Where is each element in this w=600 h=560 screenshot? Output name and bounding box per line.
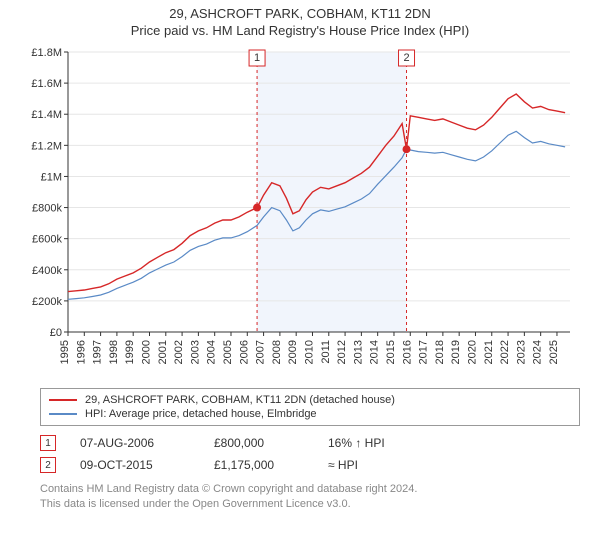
x-tick-label: 1996 [75, 340, 87, 364]
x-tick-label: 2007 [255, 340, 267, 364]
x-tick-label: 2009 [287, 340, 299, 364]
y-tick-label: £600k [32, 234, 62, 246]
x-tick-label: 2005 [222, 340, 234, 364]
sale-index-box: 1 [40, 435, 56, 451]
x-tick-label: 2022 [499, 340, 511, 364]
sale-marker-dot [403, 145, 411, 153]
x-tick-label: 2012 [336, 340, 348, 364]
y-tick-label: £400k [32, 265, 62, 277]
x-tick-label: 1999 [124, 340, 136, 364]
sale-delta: ≈ HPI [328, 458, 428, 472]
attribution-line: This data is licensed under the Open Gov… [40, 497, 580, 512]
sale-delta: 16% ↑ HPI [328, 436, 428, 450]
y-tick-label: £1.6M [31, 78, 62, 90]
x-tick-label: 2015 [385, 340, 397, 364]
x-tick-label: 1995 [59, 340, 71, 364]
y-tick-label: £1M [41, 171, 62, 183]
sale-index-box: 2 [40, 457, 56, 473]
sale-price: £1,175,000 [214, 458, 304, 472]
legend-label: HPI: Average price, detached house, Elmb… [85, 408, 317, 420]
x-tick-label: 2020 [466, 340, 478, 364]
x-tick-label: 2000 [140, 340, 152, 364]
x-tick-label: 2010 [303, 340, 315, 364]
sales-row: 2 09-OCT-2015 £1,175,000 ≈ HPI [40, 454, 580, 476]
x-tick-label: 2011 [320, 340, 332, 364]
sale-date: 07-AUG-2006 [80, 436, 190, 450]
y-tick-label: £200k [32, 296, 62, 308]
y-tick-label: £1.2M [31, 140, 62, 152]
sale-period-shade [257, 52, 406, 332]
x-tick-label: 2004 [206, 340, 218, 364]
x-tick-label: 2002 [173, 340, 185, 364]
x-tick-label: 2019 [450, 340, 462, 364]
legend-label: 29, ASHCROFT PARK, COBHAM, KT11 2DN (det… [85, 394, 395, 406]
y-tick-label: £1.8M [31, 47, 62, 59]
x-tick-label: 2018 [434, 340, 446, 364]
price-chart: £0 £200k £400k £600k £800k £1M £1.2M £1.4M £1.6M… [20, 42, 580, 382]
x-tick-label: 2003 [189, 340, 201, 364]
x-tick-label: 2016 [401, 340, 413, 364]
sales-table: 1 07-AUG-2006 £800,000 16% ↑ HPI 2 09-OCT-201… [40, 432, 580, 476]
legend-item: HPI: Average price, detached house, Elmb… [49, 407, 571, 421]
x-tick-label: 2023 [515, 340, 527, 364]
x-tick-label: 2025 [548, 340, 560, 364]
sale-marker-dot [253, 204, 261, 212]
sale-marker-number: 1 [254, 52, 260, 64]
page-title: 29, ASHCROFT PARK, COBHAM, KT11 2DN [0, 6, 600, 21]
sales-row: 1 07-AUG-2006 £800,000 16% ↑ HPI [40, 432, 580, 454]
legend-swatch [49, 413, 77, 415]
sale-date: 09-OCT-2015 [80, 458, 190, 472]
x-tick-label: 2006 [238, 340, 250, 364]
sale-marker-number: 2 [403, 52, 409, 64]
y-tick-label: £800k [32, 203, 62, 215]
legend-item: 29, ASHCROFT PARK, COBHAM, KT11 2DN (det… [49, 393, 571, 407]
attribution-line: Contains HM Land Registry data © Crown c… [40, 482, 580, 497]
y-tick-label: £0 [50, 327, 62, 339]
x-tick-label: 1997 [92, 340, 104, 364]
x-tick-label: 2008 [271, 340, 283, 364]
x-tick-label: 2021 [483, 340, 495, 364]
y-tick-label: £1.4M [31, 109, 62, 121]
x-tick-label: 2014 [369, 340, 381, 364]
x-tick-label: 2017 [418, 340, 430, 364]
x-tick-label: 2013 [352, 340, 364, 364]
x-tick-label: 1998 [108, 340, 120, 364]
x-tick-label: 2024 [532, 340, 544, 364]
legend-swatch [49, 399, 77, 401]
sale-price: £800,000 [214, 436, 304, 450]
legend: 29, ASHCROFT PARK, COBHAM, KT11 2DN (det… [40, 388, 580, 426]
x-tick-label: 2001 [157, 340, 169, 364]
attribution: Contains HM Land Registry data © Crown c… [40, 482, 580, 512]
page-subtitle: Price paid vs. HM Land Registry's House … [0, 23, 600, 38]
